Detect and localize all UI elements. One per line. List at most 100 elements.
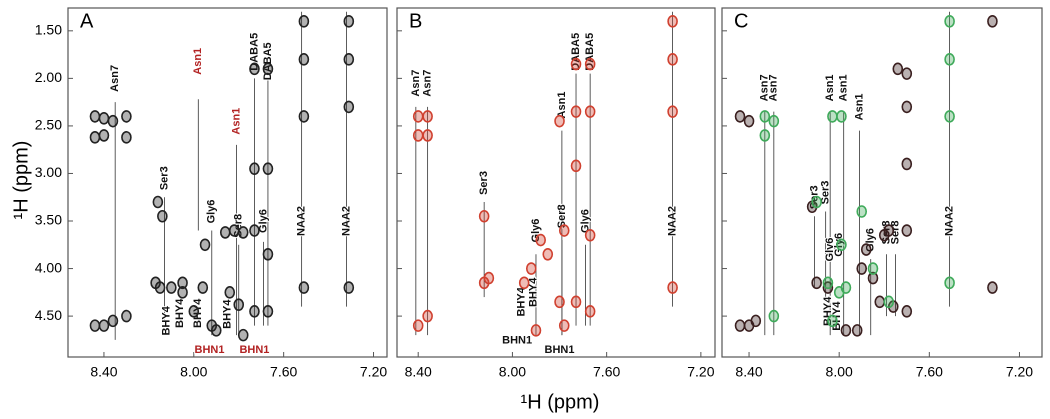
peak [478, 276, 490, 290]
x-tick-label: 8.40 [90, 364, 117, 380]
assignment-label: Asn7 [410, 70, 422, 97]
panel-label: A [80, 10, 94, 32]
peak [759, 110, 771, 123]
panel-label: B [409, 10, 422, 32]
x-tick-label: 7.60 [593, 364, 620, 380]
peak [249, 305, 260, 318]
peak [827, 110, 838, 123]
assignment-label: Ser3 [478, 171, 490, 195]
x-tick-label: 8.40 [405, 364, 432, 380]
assignment-label: Asn7 [768, 74, 780, 101]
peak [343, 100, 355, 114]
assignment-label: NAA2 [340, 206, 352, 236]
peak [249, 224, 260, 237]
peak [154, 281, 166, 294]
panel-label: C [734, 10, 748, 32]
peak [570, 295, 582, 309]
peak [199, 238, 211, 252]
peak [570, 105, 582, 118]
peak [262, 247, 274, 261]
peak [422, 110, 433, 123]
assignment-label: Asn1 [853, 93, 865, 120]
peak [554, 295, 565, 309]
assignment-label: DABA5 [248, 33, 260, 71]
peak [570, 57, 582, 71]
peak [901, 100, 913, 114]
peak [166, 281, 177, 294]
peak [121, 131, 132, 144]
peak [734, 319, 746, 332]
panel-frame [721, 7, 1043, 358]
peak [422, 129, 433, 142]
peak [177, 276, 188, 290]
x-tick-label: 7.20 [1006, 364, 1033, 380]
peak [759, 129, 771, 142]
peak [262, 62, 274, 76]
peak [667, 53, 678, 66]
peak [237, 226, 249, 239]
x-tick-label: 8.40 [735, 364, 762, 380]
x-axis-label: ¹H (ppm) [521, 391, 600, 413]
peak [298, 53, 310, 66]
peak [107, 314, 119, 328]
x-tick-label: 8.00 [180, 364, 207, 380]
peak [944, 53, 955, 66]
assignment-label: Gly6 [206, 200, 218, 224]
peak [249, 62, 260, 76]
peak [343, 53, 355, 66]
peak [851, 324, 863, 337]
peak [525, 262, 537, 275]
peak [883, 295, 895, 309]
peak [584, 105, 596, 118]
panel-frame [67, 7, 388, 358]
assignment-label: Gly6 [579, 209, 591, 233]
peak [89, 319, 101, 332]
peak [833, 286, 845, 299]
y-tick-label: 2.50 [35, 117, 62, 133]
peak [298, 110, 310, 123]
peak [262, 162, 274, 176]
assignment-label: Asn1 [192, 48, 204, 75]
x-tick-label: 8.00 [826, 364, 853, 380]
peak [98, 129, 110, 142]
assignment-label: Gly6 [865, 228, 877, 252]
peak [811, 195, 822, 209]
peak [298, 15, 310, 28]
assignment-label: Gly6 [530, 219, 542, 243]
assignment-label: Ser8 [556, 204, 568, 228]
y-axis-label: ¹H (ppm) [10, 141, 32, 220]
assignment-label: BHY4 [174, 298, 186, 328]
peak [558, 319, 570, 332]
peak [944, 276, 955, 290]
y-tick-label: 4.00 [35, 259, 62, 275]
x-tick-label: 8.00 [499, 364, 526, 380]
peak [121, 110, 132, 123]
peak [570, 159, 582, 173]
peak [554, 114, 565, 128]
peak [188, 305, 200, 318]
peak [667, 15, 678, 28]
assignment-label: BHY4 [516, 286, 528, 316]
peak [412, 129, 424, 142]
peak [901, 157, 913, 171]
peak [558, 224, 570, 237]
peak [412, 319, 424, 332]
peak [811, 276, 822, 290]
peak [530, 324, 542, 337]
peak [157, 209, 168, 223]
assignment-label: BHY4 [528, 277, 540, 307]
peak [233, 298, 245, 311]
assignment-label: BHY4 [161, 305, 173, 335]
peak [987, 281, 998, 294]
peak [98, 319, 110, 332]
y-tick-label: 3.50 [35, 212, 62, 228]
assignment-label: Asn1 [556, 92, 568, 119]
peak [822, 276, 834, 290]
peak [249, 162, 260, 176]
peak [535, 233, 546, 247]
assignment-label: BHY4 [822, 296, 834, 326]
peak [343, 281, 355, 294]
peak [768, 309, 780, 323]
peak [874, 295, 886, 309]
